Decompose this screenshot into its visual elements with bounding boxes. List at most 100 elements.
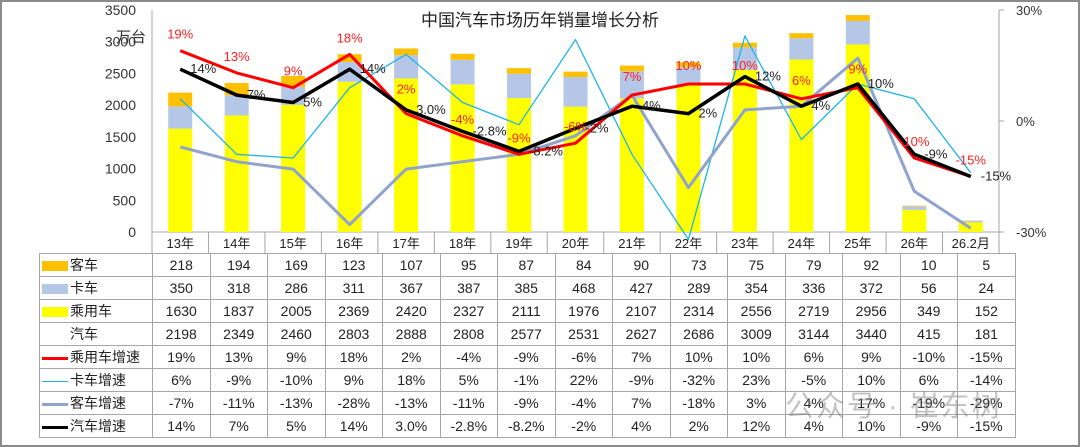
table-cell: 415: [899, 322, 958, 346]
table-cell: 2460: [267, 322, 326, 346]
table-cell: 2%: [669, 414, 728, 438]
table-cell: 3.0%: [382, 414, 441, 438]
table-cell: 90: [612, 253, 671, 277]
bar-segment: [789, 38, 814, 60]
bar-segment: [563, 71, 588, 77]
table-cell: 9%: [324, 368, 383, 392]
table-cell: 2803: [324, 322, 383, 346]
total-growth-label: 14%: [190, 61, 216, 76]
table-cell: -15%: [957, 414, 1016, 438]
table-cell: 2577: [497, 322, 556, 346]
table-cell: 336: [784, 276, 843, 300]
x-category-label: 17年: [392, 236, 419, 251]
table-cell: 2888: [382, 322, 441, 346]
table-cell: 9%: [267, 345, 326, 369]
table-cell: 6%: [152, 368, 211, 392]
table-cell: 7%: [612, 345, 671, 369]
bar-segment: [168, 106, 193, 129]
total-growth-label: -9%: [924, 146, 948, 161]
table-cell: 350: [152, 276, 211, 300]
table-cell: 13%: [209, 345, 268, 369]
table-cell: -9%: [497, 345, 556, 369]
passenger-growth-label: 13%: [224, 49, 250, 64]
x-category-label: 26年: [901, 236, 928, 251]
row-label-text: 汽车: [70, 326, 98, 342]
bar-segment: [224, 95, 249, 116]
table-cell: 4%: [784, 391, 843, 415]
table-cell: -11%: [439, 391, 498, 415]
passenger-growth-label: -9%: [507, 130, 531, 145]
table-cell: 79: [784, 253, 843, 277]
total-growth-label: 3.0%: [416, 102, 446, 117]
passenger-growth-label: -10%: [899, 134, 930, 149]
table-cell: -2.8%: [439, 414, 498, 438]
chart-title: 中国汽车市场历年销量增长分析: [421, 11, 659, 31]
bar-segment: [676, 62, 701, 67]
table-cell: 3009: [727, 322, 786, 346]
bar-segment: [394, 48, 419, 56]
legend-swatch-icon: [42, 261, 68, 272]
table-cell: 218: [152, 253, 211, 277]
bar-segment: [394, 55, 419, 79]
bar-segment: [676, 66, 701, 86]
y2-tick-label: -30%: [1016, 225, 1047, 240]
table-cell: -10%: [267, 368, 326, 392]
table-cell: 4%: [784, 414, 843, 438]
x-category-label: 19年: [505, 236, 532, 251]
table-cell: 3144: [784, 322, 843, 346]
table-cell: 10%: [842, 414, 901, 438]
bar-segment: [337, 81, 362, 232]
total-growth-label: 10%: [868, 76, 894, 91]
table-cell: 385: [497, 276, 556, 300]
total-growth-label: 5%: [303, 95, 322, 110]
table-cell: 4%: [612, 414, 671, 438]
table-cell: 5: [957, 253, 1016, 277]
table-cell: -18%: [669, 391, 728, 415]
table-cell: 468: [554, 276, 613, 300]
table-cell: 2198: [152, 322, 211, 346]
table-cell: 318: [209, 276, 268, 300]
passenger-growth-label: 7%: [623, 69, 642, 84]
passenger-growth-label: -6%: [564, 119, 588, 134]
table-cell: 75: [727, 253, 786, 277]
legend-swatch-icon: [42, 356, 68, 360]
data-table: 客车 218 194 169 123 107 95 87 84 90 73 75 79 92 10 5 卡车 35…: [39, 253, 1016, 438]
bar-segment: [789, 33, 814, 39]
bar-segment: [450, 84, 475, 233]
table-row: 客车 218 194 169 123 107 95 87 84 90 73 75 79 92 10 5: [39, 253, 1016, 277]
total-growth-label: 12%: [755, 69, 781, 84]
table-row: 汽车 2198 2349 2460 2803 2888 2808 2577 2531 2627 26…: [39, 322, 1016, 346]
table-cell: 367: [382, 276, 441, 300]
bar-segment: [845, 15, 870, 21]
bar-segment: [902, 206, 927, 210]
bar-segment: [394, 78, 419, 232]
y-tick-label: 2000: [105, 97, 136, 113]
bar-segment: [902, 209, 927, 232]
y2-tick-label: 0%: [1016, 114, 1035, 129]
table-cell: 10%: [727, 345, 786, 369]
table-row: 客车增速 -7% -11% -13% -28% -13% -11% -9% -4% 7% -18% 3…: [39, 391, 1016, 415]
row-label-text: 乘用车增速: [70, 349, 140, 365]
table-cell: 2556: [727, 299, 786, 323]
table-cell: 87: [497, 253, 556, 277]
table-cell: 427: [612, 276, 671, 300]
passenger-growth-label: 18%: [337, 30, 363, 45]
table-cell: 169: [267, 253, 326, 277]
table-cell: 2369: [324, 299, 383, 323]
passenger-growth-label: 9%: [284, 64, 303, 79]
table-cell: -19%: [899, 391, 958, 415]
table-cell: -9%: [209, 368, 268, 392]
table-cell: 349: [899, 299, 958, 323]
bar-segment: [619, 98, 644, 232]
total-growth-label: 4%: [811, 98, 830, 113]
table-cell: 286: [267, 276, 326, 300]
bar-segment: [224, 115, 249, 232]
total-growth-label: 4%: [642, 98, 661, 113]
table-cell: 3440: [842, 322, 901, 346]
x-category-label: 22年: [675, 236, 702, 251]
table-cell: 2111: [497, 299, 556, 323]
table-cell: 372: [842, 276, 901, 300]
x-category-label: 25年: [844, 236, 871, 251]
table-cell: 2005: [267, 299, 326, 323]
legend-swatch-icon: [42, 380, 68, 382]
